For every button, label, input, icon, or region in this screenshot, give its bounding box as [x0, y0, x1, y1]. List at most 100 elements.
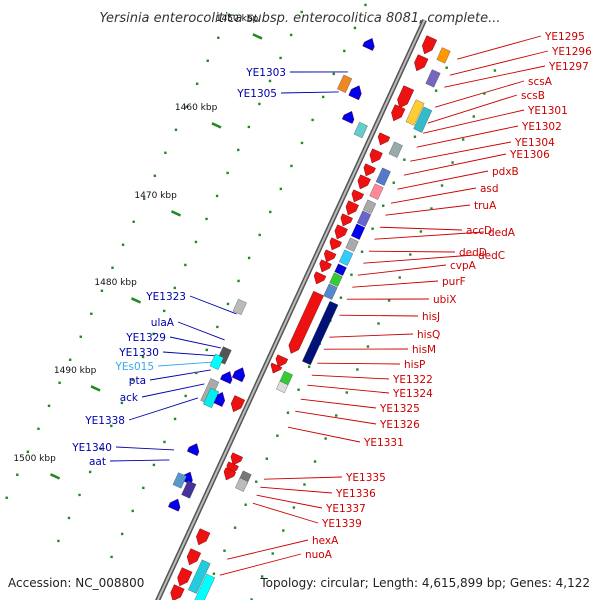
backbone-highlight	[156, 19, 426, 600]
forward-gene-block	[369, 183, 384, 200]
track-dot	[493, 69, 497, 72]
gene-label-reverse: YE1330	[118, 347, 159, 359]
label-connector	[329, 333, 414, 338]
gene-label-reverse: ack	[120, 392, 139, 404]
tick-mark	[211, 122, 222, 129]
label-connector	[385, 204, 471, 216]
label-connector	[444, 65, 546, 88]
label-connector	[219, 553, 302, 576]
track-dot	[247, 256, 251, 260]
forward-gene-block	[188, 559, 211, 594]
track-dot	[120, 532, 124, 536]
forward-gene-block	[351, 223, 366, 240]
forward-gene-arrow	[334, 224, 348, 240]
track-dot	[121, 243, 125, 246]
forward-gene-arrow	[196, 528, 211, 546]
track-dot	[99, 447, 102, 451]
gene-label-forward: dedC	[478, 250, 505, 262]
gene-label-reverse: YE1338	[84, 415, 125, 427]
forward-gene-arrow	[170, 584, 185, 600]
genome-backbone	[155, 18, 427, 600]
gene-label-forward: hisJ	[422, 311, 440, 323]
track-dot	[392, 181, 395, 184]
label-connector	[169, 336, 222, 349]
track-dot	[184, 394, 187, 398]
track-dot	[153, 174, 157, 177]
track-dot	[483, 92, 486, 95]
scale-tick-label: 1450 kbp	[216, 14, 259, 24]
track-dot	[226, 171, 229, 175]
gene-label-reverse: ulaA	[151, 317, 175, 329]
label-connector	[416, 125, 519, 148]
reverse-gene-block	[172, 472, 187, 489]
label-connector	[390, 187, 477, 204]
map-title: Yersinia enterocolitica subsp. enterocol…	[99, 11, 500, 26]
label-connector-lines	[109, 35, 549, 576]
track-dot	[215, 194, 219, 198]
track-dot	[451, 161, 454, 164]
label-connector	[449, 50, 549, 76]
forward-gene-block	[235, 477, 249, 492]
label-connector	[311, 374, 390, 380]
track-dot	[174, 128, 178, 131]
forward-gene-block	[357, 210, 372, 227]
scale-tick-label: 1490 kbp	[54, 366, 97, 376]
gene-label-forward: YE1304	[514, 137, 555, 149]
track-dot	[173, 417, 177, 421]
forward-gene-block	[345, 237, 359, 252]
reverse-gene-arrow	[348, 85, 362, 101]
reverse-gene-block	[337, 74, 353, 93]
scale-tick-label: 1480 kbp	[94, 278, 137, 288]
track-dot	[276, 434, 279, 437]
label-connector	[256, 494, 323, 509]
track-dot	[335, 414, 338, 417]
track-dot	[5, 496, 8, 499]
forward-gene-arrow	[369, 148, 383, 164]
forward-gene-arrow	[397, 85, 415, 109]
track-dot	[332, 72, 335, 76]
label-connector	[149, 369, 211, 381]
track-dot	[110, 424, 113, 428]
track-dot	[185, 105, 188, 108]
gene-label-forward: scsA	[528, 76, 553, 88]
track-dot	[100, 289, 104, 292]
tick-mark	[170, 210, 182, 217]
forward-gene-block	[425, 69, 441, 88]
gene-label-forward: cvpA	[450, 260, 477, 272]
gene-label-forward: YE1339	[321, 518, 362, 530]
track-dot	[353, 26, 357, 30]
gene-label-forward: YE1331	[363, 437, 404, 449]
track-dot	[297, 388, 300, 391]
track-dot	[311, 118, 314, 122]
gene-label-forward: dedD	[459, 247, 487, 259]
track-dot	[47, 404, 51, 407]
forward-gene-arrow	[323, 249, 337, 263]
track-dot	[79, 335, 82, 338]
track-dot	[413, 135, 417, 138]
track-dot	[290, 164, 293, 168]
gene-label-forward: YE1326	[379, 419, 420, 431]
gene-label-reverse: aat	[89, 456, 106, 468]
track-dot	[260, 575, 264, 578]
label-connector	[427, 94, 518, 124]
track-dot	[131, 378, 134, 382]
topology-label: Topology: circular; Length: 4,615,899 bp…	[259, 576, 590, 590]
gene-label-reverse: YE1329	[125, 332, 166, 344]
forward-gene-block	[339, 249, 354, 266]
gene-label-forward: hisQ	[417, 329, 440, 341]
track-dot	[343, 49, 346, 53]
track-dot	[26, 450, 30, 453]
track-dot	[58, 381, 61, 384]
track-dot	[110, 555, 113, 559]
track-dot	[226, 302, 230, 306]
track-dot	[120, 401, 124, 405]
label-connector	[352, 280, 439, 288]
track-dot	[143, 197, 146, 200]
scale-tick-label: 1460 kbp	[175, 103, 218, 113]
track-dot	[289, 33, 293, 37]
track-dot	[223, 549, 226, 552]
reverse-gene-arrow	[220, 371, 233, 385]
track-dot	[258, 233, 261, 237]
